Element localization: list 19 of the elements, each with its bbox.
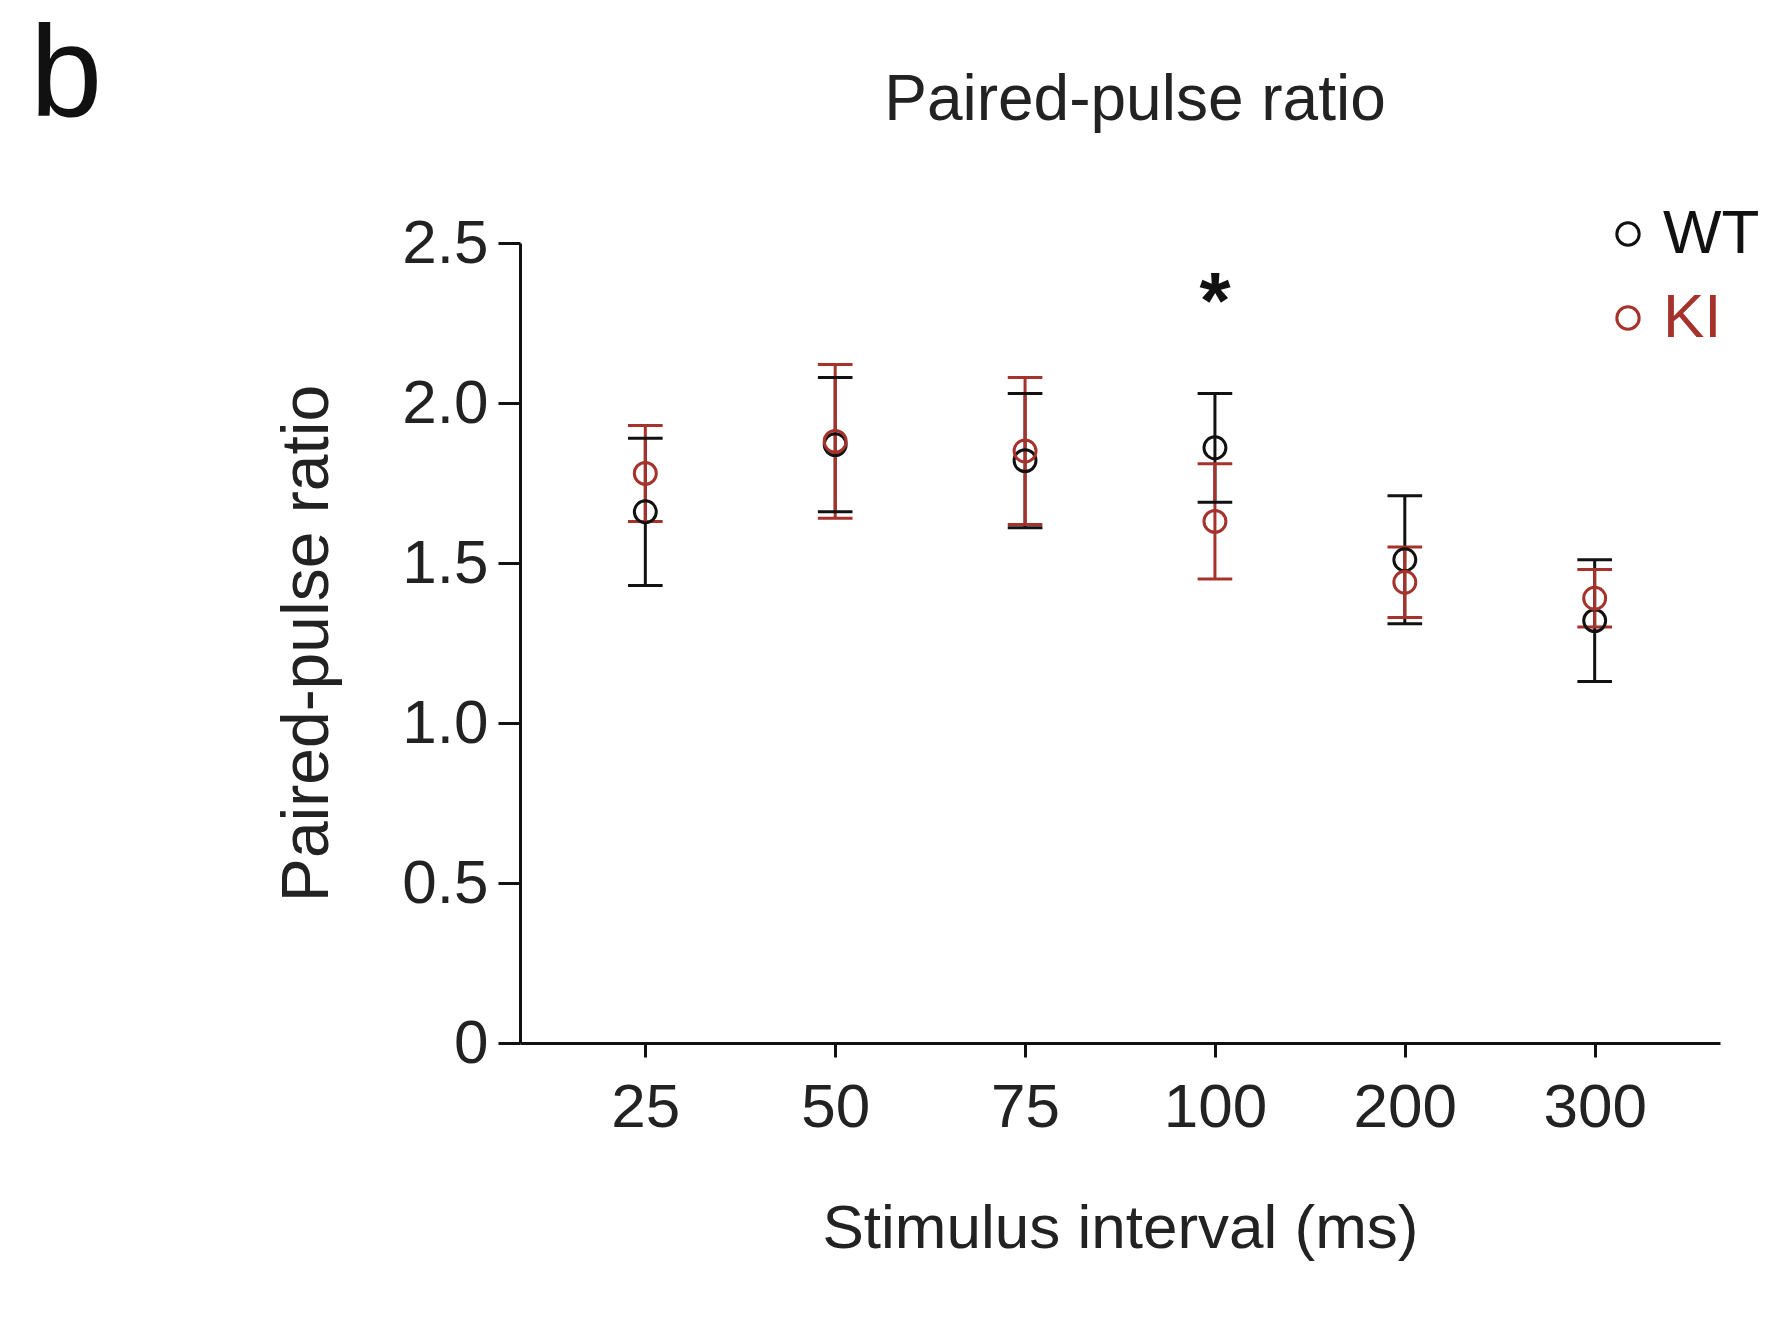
x-tick-label: 25 [611,1070,681,1140]
annotation: * [1199,256,1232,345]
legend-label: KI [1663,281,1722,350]
y-tick-label: 1.0 [402,686,489,756]
y-tick-label: 1.5 [402,526,489,596]
x-tick-label: 200 [1353,1070,1458,1140]
text: b [30,0,103,144]
x-tick-label: 100 [1163,1070,1268,1140]
x-tick-label: 75 [991,1070,1061,1140]
y-tick-label: 2.5 [402,206,489,276]
chart-title: Paired-pulse ratio [884,62,1386,134]
y-tick-label: 0 [454,1006,489,1076]
x-tick-label: 50 [801,1070,871,1140]
y-tick-label: 2.0 [402,366,489,436]
legend-label: WT [1663,197,1760,266]
y-axis-title: Paired-pulse ratio [268,384,343,903]
x-axis-title: Stimulus interval (ms) [822,1191,1419,1261]
x-tick-label: 300 [1543,1070,1647,1140]
y-tick-label: 0.5 [402,846,489,916]
